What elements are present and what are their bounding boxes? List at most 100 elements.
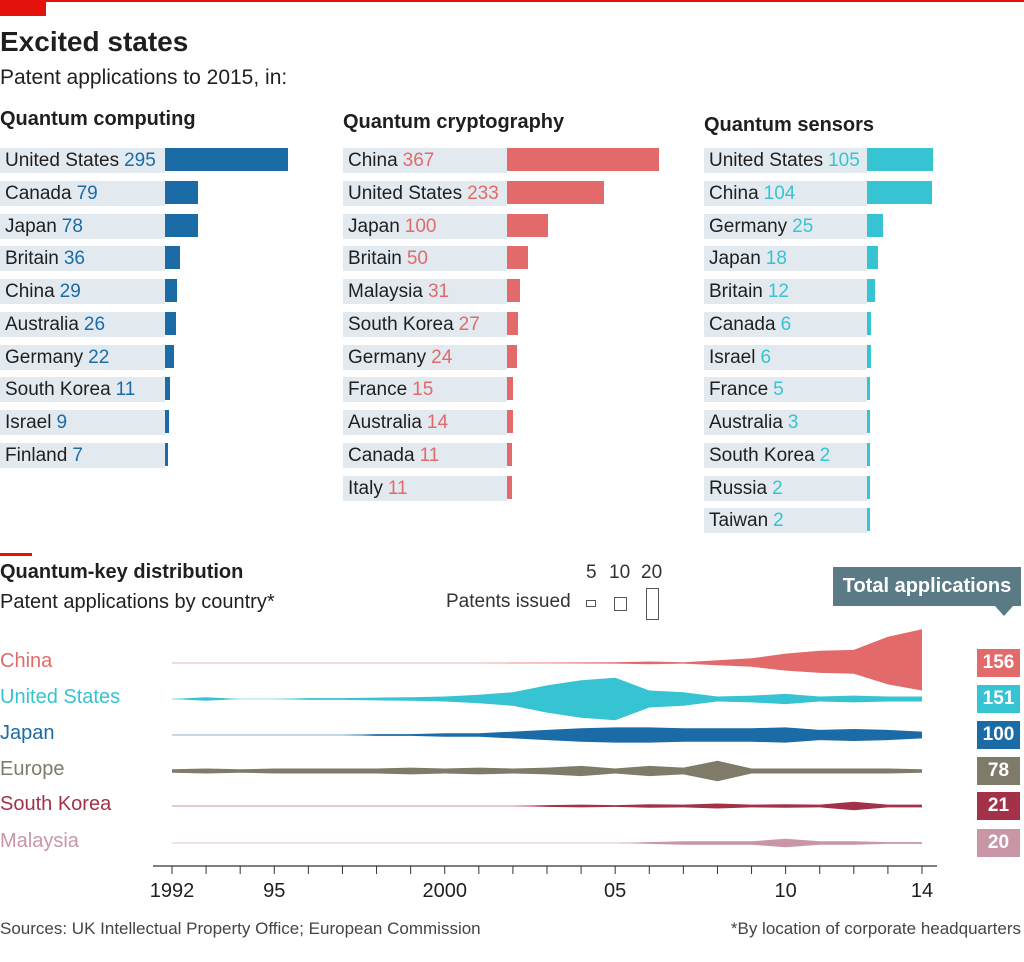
bar-label: Israel 9 [5, 411, 67, 434]
country-name: United States [709, 150, 824, 171]
country-value: 233 [467, 182, 499, 204]
country-name: Britain [348, 248, 402, 270]
panel-title: Quantum cryptography [343, 111, 565, 133]
bar-row-background [343, 279, 507, 304]
bar-row: Britain 36 [0, 246, 290, 272]
bar [867, 410, 870, 433]
bar-label: Italy 11 [348, 477, 408, 500]
bar-row: Israel 9 [0, 410, 290, 435]
country-name: South Korea [348, 313, 454, 335]
bar-label: South Korea 11 [5, 378, 135, 401]
bar-label: China 29 [5, 280, 81, 303]
bar-row: China 367 [343, 148, 663, 173]
bar-label: Germany 25 [709, 215, 813, 238]
bar [165, 410, 169, 433]
bar [507, 311, 519, 335]
country-name: Canada [709, 313, 776, 335]
x-tick-label: 2000 [422, 880, 467, 902]
bar [165, 442, 168, 466]
bar-row-background [704, 246, 867, 272]
x-tick-label: 95 [263, 880, 286, 902]
country-value: 11 [419, 444, 440, 466]
stream-south-korea [172, 801, 922, 811]
bar-row-background [0, 410, 165, 435]
bar-row: Australia 26 [0, 311, 290, 337]
bar-row-background [704, 279, 867, 304]
bar-row-background [343, 213, 507, 239]
country-name: United States [5, 150, 120, 171]
bar-row: Israel 6 [704, 344, 934, 370]
bar-row: Britain 12 [704, 279, 934, 304]
bar-row-background [704, 311, 867, 337]
bar-label: Britain 36 [5, 247, 85, 270]
bar-row: Canada 6 [704, 311, 934, 337]
total-value-badge: 151 [977, 685, 1020, 713]
country-name: Israel [709, 346, 756, 368]
bar [165, 246, 180, 270]
top-rule [0, 0, 1024, 2]
bar-row-background [343, 344, 507, 370]
country-value: 18 [765, 248, 787, 270]
country-value: 29 [59, 281, 81, 302]
bar-row-background [0, 311, 165, 337]
bar-label: Australia 3 [709, 411, 799, 434]
bar-label: Canada 11 [348, 444, 439, 467]
x-tick-label: 1992 [149, 880, 195, 902]
chart-title: Excited states [0, 26, 189, 57]
bar-row-background [343, 180, 507, 206]
legend-size-10: 10 [609, 562, 631, 583]
bar-row-background [704, 344, 867, 370]
bar [867, 442, 870, 466]
total-value-badge: 156 [977, 649, 1020, 677]
country-value: 14 [426, 412, 449, 433]
bar-row: Germany 24 [343, 344, 663, 370]
bar-row-background [0, 246, 165, 272]
bar-label: Finland 7 [5, 444, 83, 467]
country-name: Canada [348, 444, 415, 466]
brand-tab [0, 0, 46, 16]
bar-row-background [704, 148, 867, 173]
stream-country-label: Japan [0, 722, 55, 744]
bar-row-background [343, 377, 507, 403]
country-name: Israel [5, 412, 52, 433]
bar-label: Germany 22 [5, 346, 109, 369]
stream-country-label: Malaysia [0, 830, 79, 852]
bar-label: Britain 12 [709, 280, 789, 303]
country-value: 100 [404, 215, 437, 237]
total-applications-pointer [995, 606, 1013, 616]
legend-size-20: 20 [641, 562, 663, 583]
country-name: Germany [348, 346, 427, 368]
stream-malaysia [172, 838, 922, 848]
country-value: 78 [61, 215, 83, 237]
country-value: 79 [76, 182, 98, 204]
x-tick-label: 05 [604, 880, 627, 902]
bar-row-background [343, 442, 507, 468]
country-value: 5 [773, 379, 784, 401]
bar-row-background [343, 410, 507, 435]
x-tick-label: 10 [774, 880, 797, 902]
bar [507, 246, 528, 270]
country-name: Russia [709, 477, 768, 499]
country-name: China [348, 150, 398, 171]
country-value: 104 [763, 182, 796, 204]
bar-label: United States 105 [709, 149, 860, 172]
bar [867, 508, 870, 532]
bar-row: South Korea 27 [343, 311, 663, 337]
bar [507, 213, 549, 237]
total-value-badge: 100 [977, 721, 1020, 749]
bar [507, 377, 514, 401]
bar-label: France 5 [709, 378, 784, 401]
section-marker [0, 553, 32, 556]
bar-row: South Korea 2 [704, 442, 934, 468]
bar-label: Japan 100 [348, 215, 436, 238]
bar-label: South Korea 2 [709, 444, 830, 467]
total-value-badge: 20 [977, 829, 1020, 857]
bar-row-background [0, 213, 165, 239]
country-name: Germany [709, 215, 788, 237]
country-name: China [5, 281, 55, 302]
bar [867, 311, 871, 335]
country-name: Japan [5, 215, 57, 237]
country-name: China [709, 182, 759, 204]
stream-europe [172, 760, 922, 782]
country-name: Britain [709, 281, 763, 302]
